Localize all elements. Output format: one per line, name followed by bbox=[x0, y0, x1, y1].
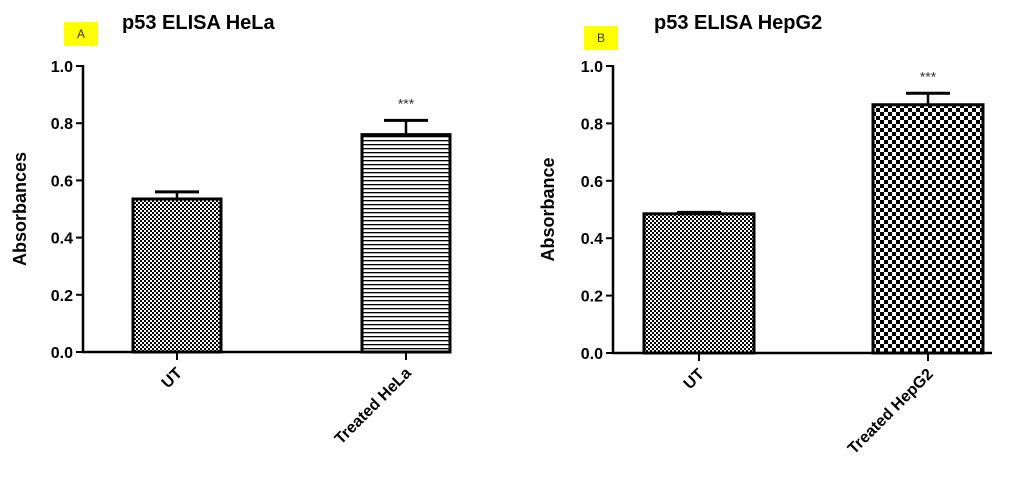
x-tick-label: Treated HeLa bbox=[332, 365, 415, 448]
y-tick-label: 1.0 bbox=[581, 59, 603, 76]
y-tick-label: 0.4 bbox=[51, 231, 73, 248]
y-tick-label: 0.0 bbox=[51, 345, 73, 362]
y-tick-label: 0.4 bbox=[581, 231, 603, 248]
chart-title-a: p53 ELISA HeLa bbox=[122, 12, 275, 34]
y-axis-label: Absorbance bbox=[538, 157, 558, 261]
x-tick-label: Treated HepG2 bbox=[845, 366, 937, 458]
chart-svg-a: 0.0 0.2 0.4 0.6 0.8 1.0 Absorbances UT *** Treate… bbox=[10, 59, 452, 448]
significance-marker: *** bbox=[398, 95, 415, 111]
x-tick-label: UT bbox=[681, 366, 708, 393]
bar bbox=[871, 103, 985, 355]
significance-marker: *** bbox=[920, 68, 937, 84]
y-tick-label: 1.0 bbox=[51, 59, 73, 76]
y-tick-label: 0.0 bbox=[581, 346, 603, 363]
chart-svg-b: 0.0 0.2 0.4 0.6 0.8 1.0 Absorbance UT *** Treated… bbox=[538, 59, 992, 458]
chart-panel-b: B p53 ELISA HepG2 0.0 0.2 0.4 0.6 0.8 1.0 Abso… bbox=[520, 0, 1020, 484]
y-tick-label: 0.2 bbox=[581, 289, 603, 306]
y-tick-label: 0.2 bbox=[51, 288, 73, 305]
bar bbox=[360, 133, 452, 354]
y-tick-label: 0.8 bbox=[581, 116, 603, 133]
bar bbox=[642, 212, 756, 355]
y-tick-label: 0.8 bbox=[51, 116, 73, 133]
panel-label-b: B bbox=[584, 26, 618, 50]
chart-panel-a: A p53 ELISA HeLa 0.0 0.2 0.4 0.6 0.8 1.0 Absor… bbox=[0, 0, 510, 484]
panel-label-a: A bbox=[64, 22, 98, 46]
y-axis-label: Absorbances bbox=[10, 152, 30, 266]
y-tick-label: 0.6 bbox=[51, 173, 73, 190]
bar bbox=[131, 197, 223, 354]
x-tick-label: UT bbox=[159, 365, 186, 392]
chart-title-b: p53 ELISA HepG2 bbox=[654, 12, 823, 34]
y-tick-label: 0.6 bbox=[581, 174, 603, 191]
